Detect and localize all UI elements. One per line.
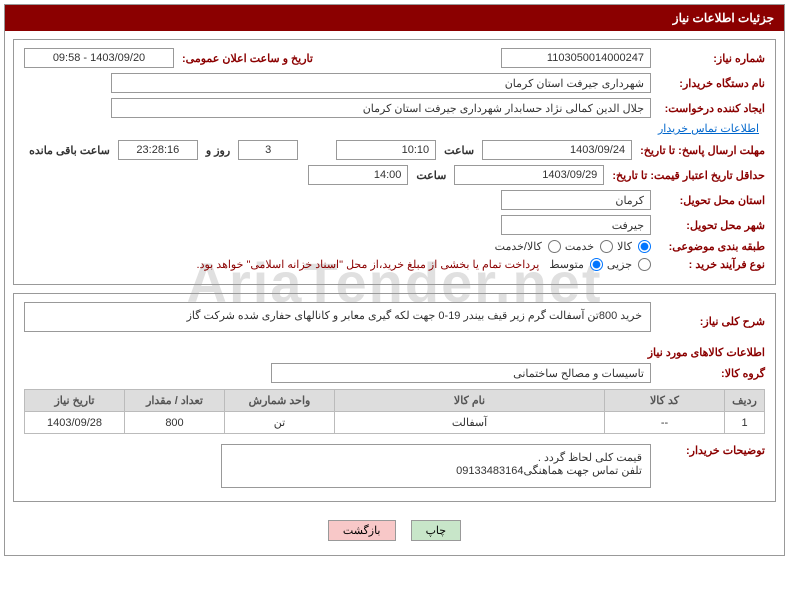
label-overall-desc: شرح کلی نیاز: (655, 315, 765, 328)
row-requester: ایجاد کننده درخواست: جلال الدین کمالی نژ… (24, 98, 765, 135)
row-goods-group: گروه کالا: تاسیسات و مصالح ساختمانی (24, 363, 765, 383)
field-resp-time: 10:10 (336, 140, 436, 160)
field-days-left: 3 (238, 140, 298, 160)
button-bar: چاپ بازگشت (5, 510, 784, 555)
row-min-validity: حداقل تاریخ اعتبار قیمت: تا تاریخ: 1403/… (24, 165, 765, 185)
table-row: 1 -- آسفالت تن 800 1403/09/28 (25, 412, 765, 434)
field-buyer-notes: قیمت کلی لحاظ گردد . تلفن تماس جهت هماهن… (221, 444, 651, 488)
row-overall-desc: شرح کلی نیاز: خرید 800تن آسفالت گرم زیر … (24, 302, 765, 340)
row-response-deadline: مهلت ارسال پاسخ: تا تاریخ: 1403/09/24 سا… (24, 140, 765, 160)
td-qty: 800 (125, 412, 225, 434)
label-category: طبقه بندی موضوعی: (655, 240, 765, 253)
td-name: آسفالت (335, 412, 605, 434)
goods-table: ردیف کد کالا نام کالا واحد شمارش تعداد /… (24, 389, 765, 434)
td-code: -- (605, 412, 725, 434)
field-overall-desc: خرید 800تن آسفالت گرم زیر قیف بیندر 19-0… (24, 302, 651, 332)
table-header-row: ردیف کد کالا نام کالا واحد شمارش تعداد /… (25, 390, 765, 412)
field-resp-date: 1403/09/24 (482, 140, 632, 160)
th-qty: تعداد / مقدار (125, 390, 225, 412)
field-valid-date: 1403/09/29 (454, 165, 604, 185)
row-category: طبقه بندی موضوعی: کالا خدمت کالا/خدمت (24, 240, 765, 253)
radio-input-partial[interactable] (638, 258, 651, 271)
back-button[interactable]: بازگشت (328, 520, 396, 541)
label-resp-deadline: مهلت ارسال پاسخ: تا تاریخ: (636, 144, 765, 157)
label-process: نوع فرآیند خرید : (655, 258, 765, 271)
label-requester: ایجاد کننده درخواست: (655, 102, 765, 115)
row-buyer-notes: توضیحات خریدار: قیمت کلی لحاظ گردد . تلف… (24, 444, 765, 488)
label-deliv-province: استان محل تحویل: (655, 194, 765, 207)
label-days-word: روز و (202, 144, 234, 157)
radio-input-service[interactable] (600, 240, 613, 253)
label-buyer-notes: توضیحات خریدار: (655, 444, 765, 457)
radio-input-goods[interactable] (638, 240, 651, 253)
label-time-1: ساعت (440, 144, 478, 157)
page-title-bar: جزئیات اطلاعات نیاز (5, 5, 784, 31)
row-buyer-org: نام دستگاه خریدار: شهرداری جیرفت استان ک… (24, 73, 765, 93)
field-announce-datetime: 1403/09/20 - 09:58 (24, 48, 174, 68)
field-deliv-city: جیرفت (501, 215, 651, 235)
radio-label-goods: کالا (617, 240, 632, 253)
row-need-number: شماره نیاز: 1103050014000247 تاریخ و ساع… (24, 48, 765, 68)
radio-category-goods-service[interactable]: کالا/خدمت (495, 240, 561, 253)
radio-input-medium[interactable] (590, 258, 603, 271)
label-min-validity: حداقل تاریخ اعتبار قیمت: تا تاریخ: (608, 169, 765, 182)
field-time-left: 23:28:16 (118, 140, 198, 160)
section-goods-info: اطلاعات کالاهای مورد نیاز (24, 346, 765, 359)
label-buyer-org: نام دستگاه خریدار: (655, 77, 765, 90)
th-date: تاریخ نیاز (25, 390, 125, 412)
process-note: پرداخت تمام یا بخشی از مبلغ خرید،از محل … (197, 258, 546, 271)
label-deliv-city: شهر محل تحویل: (655, 219, 765, 232)
th-name: نام کالا (335, 390, 605, 412)
td-row: 1 (725, 412, 765, 434)
field-valid-time: 14:00 (308, 165, 408, 185)
row-process: نوع فرآیند خرید : جزیی متوسط پرداخت تمام… (24, 258, 765, 271)
td-date: 1403/09/28 (25, 412, 125, 434)
radio-label-partial: جزیی (607, 258, 632, 271)
label-remaining: ساعت باقی مانده (25, 144, 114, 157)
radio-label-medium: متوسط (549, 258, 584, 271)
outer-frame: جزئیات اطلاعات نیاز شماره نیاز: 11030500… (4, 4, 785, 556)
row-deliv-province: استان محل تحویل: کرمان (24, 190, 765, 210)
field-buyer-org: شهرداری جیرفت استان کرمان (111, 73, 651, 93)
field-requester: جلال الدین کمالی نژاد حسابدار شهرداری جی… (111, 98, 651, 118)
label-need-number: شماره نیاز: (655, 52, 765, 65)
label-announce-datetime: تاریخ و ساعت اعلان عمومی: (178, 52, 313, 65)
radio-label-goods-service: کالا/خدمت (495, 240, 542, 253)
td-unit: تن (225, 412, 335, 434)
print-button[interactable]: چاپ (411, 520, 462, 541)
field-need-number: 1103050014000247 (501, 48, 651, 68)
radio-input-goods-service[interactable] (548, 240, 561, 253)
field-deliv-province: کرمان (501, 190, 651, 210)
radio-label-service: خدمت (565, 240, 594, 253)
label-time-2: ساعت (412, 169, 450, 182)
page-title: جزئیات اطلاعات نیاز (673, 11, 774, 25)
radio-category-service[interactable]: خدمت (565, 240, 613, 253)
row-deliv-city: شهر محل تحویل: جیرفت (24, 215, 765, 235)
main-fieldset: شماره نیاز: 1103050014000247 تاریخ و ساع… (13, 39, 776, 285)
radio-category-goods[interactable]: کالا (617, 240, 651, 253)
th-row: ردیف (725, 390, 765, 412)
label-goods-group: گروه کالا: (655, 367, 765, 380)
link-buyer-contact[interactable]: اطلاعات تماس خریدار (658, 122, 765, 135)
radio-process-partial[interactable]: جزیی (607, 258, 651, 271)
sub-fieldset: شرح کلی نیاز: خرید 800تن آسفالت گرم زیر … (13, 293, 776, 502)
th-unit: واحد شمارش (225, 390, 335, 412)
field-goods-group: تاسیسات و مصالح ساختمانی (271, 363, 651, 383)
th-code: کد کالا (605, 390, 725, 412)
radio-process-medium[interactable]: متوسط (549, 258, 603, 271)
